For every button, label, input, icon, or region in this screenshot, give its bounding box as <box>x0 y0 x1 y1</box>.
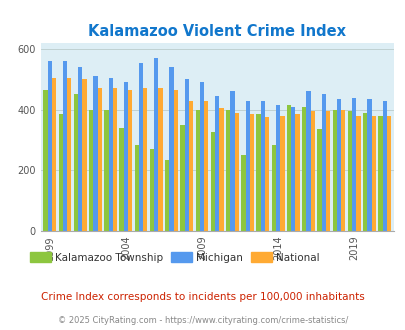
Bar <box>149 149 154 231</box>
Bar <box>290 107 295 231</box>
Title: Kalamazoo Violent Crime Index: Kalamazoo Violent Crime Index <box>88 24 345 39</box>
Bar <box>279 116 284 231</box>
Bar <box>169 67 173 231</box>
Bar <box>143 88 147 231</box>
Bar <box>377 116 382 231</box>
Bar <box>158 88 162 231</box>
Bar <box>275 105 279 231</box>
Bar <box>347 111 351 231</box>
Bar <box>234 113 238 231</box>
Legend: Kalamazoo Township, Michigan, National: Kalamazoo Township, Michigan, National <box>26 248 323 267</box>
Bar <box>139 63 143 231</box>
Bar <box>119 128 124 231</box>
Bar <box>336 99 340 231</box>
Bar <box>188 101 193 231</box>
Bar <box>134 145 139 231</box>
Bar <box>340 110 345 231</box>
Bar <box>74 94 78 231</box>
Bar <box>58 114 63 231</box>
Bar <box>43 90 47 231</box>
Bar <box>260 101 264 231</box>
Bar <box>317 129 321 231</box>
Bar <box>256 114 260 231</box>
Bar <box>382 101 386 231</box>
Bar <box>204 101 208 231</box>
Bar <box>199 82 204 231</box>
Bar <box>230 91 234 231</box>
Text: © 2025 CityRating.com - https://www.cityrating.com/crime-statistics/: © 2025 CityRating.com - https://www.city… <box>58 316 347 325</box>
Bar <box>47 61 52 231</box>
Bar <box>371 116 375 231</box>
Bar <box>93 76 97 231</box>
Bar <box>173 90 177 231</box>
Bar <box>195 110 199 231</box>
Bar <box>295 114 299 231</box>
Bar <box>113 88 117 231</box>
Bar <box>128 90 132 231</box>
Bar <box>215 96 219 231</box>
Bar <box>356 116 360 231</box>
Bar <box>78 67 82 231</box>
Bar <box>184 79 188 231</box>
Bar <box>332 110 336 231</box>
Bar <box>249 114 254 231</box>
Bar <box>154 58 158 231</box>
Bar <box>271 145 275 231</box>
Bar <box>245 101 249 231</box>
Bar <box>386 116 390 231</box>
Bar <box>89 110 93 231</box>
Bar <box>67 78 71 231</box>
Bar <box>124 82 128 231</box>
Bar <box>52 78 56 231</box>
Bar <box>367 99 371 231</box>
Bar <box>351 97 356 231</box>
Bar <box>63 61 67 231</box>
Bar <box>210 132 215 231</box>
Bar <box>104 110 108 231</box>
Bar <box>362 113 367 231</box>
Bar <box>241 155 245 231</box>
Bar <box>226 110 230 231</box>
Bar <box>325 111 329 231</box>
Bar <box>301 107 306 231</box>
Bar <box>97 88 102 231</box>
Bar <box>286 105 290 231</box>
Bar <box>82 79 86 231</box>
Bar <box>321 94 325 231</box>
Bar <box>306 91 310 231</box>
Bar <box>219 108 223 231</box>
Text: Crime Index corresponds to incidents per 100,000 inhabitants: Crime Index corresponds to incidents per… <box>41 292 364 302</box>
Bar <box>180 125 184 231</box>
Bar <box>165 160 169 231</box>
Bar <box>264 117 269 231</box>
Bar <box>310 111 314 231</box>
Bar <box>108 78 113 231</box>
